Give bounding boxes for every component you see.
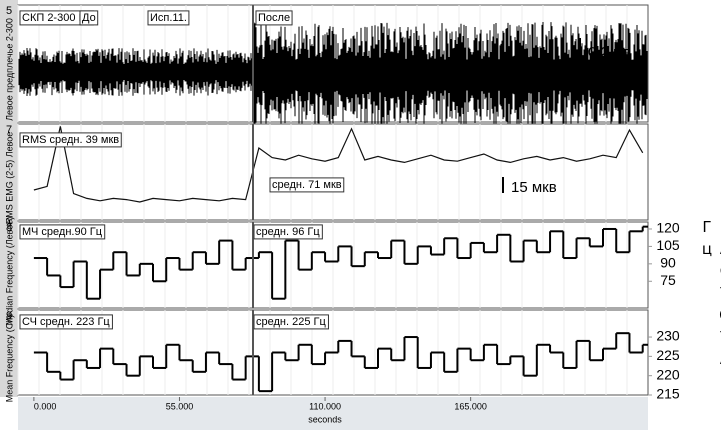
label-box xyxy=(147,10,190,26)
label-box xyxy=(19,314,113,330)
channel-label: Левое предплечье 2-300 xyxy=(4,18,14,121)
label-box xyxy=(253,314,329,330)
y-tick-label: 215 xyxy=(656,386,680,402)
y-tick-label: 120 xyxy=(656,220,680,236)
scale-label: 15 мкв xyxy=(511,179,557,196)
label-box xyxy=(19,224,106,240)
y-tick-label: 90 xyxy=(660,255,676,271)
side-strip xyxy=(0,0,18,397)
y-tick-label: 225 xyxy=(656,347,680,363)
x-tick-label: 0.000 xyxy=(34,401,57,411)
channel-number: 5 xyxy=(6,5,12,17)
label-box xyxy=(19,132,122,148)
channel-number: 7 xyxy=(6,124,12,136)
channel-label: Mean Frequency (Ch) xyxy=(4,315,14,403)
annotation: После xyxy=(258,12,290,24)
y-tick-label: 230 xyxy=(656,328,680,344)
annotation: До xyxy=(82,12,96,24)
rms-line xyxy=(33,126,644,203)
scale-label: 0.2 мв xyxy=(588,44,631,61)
label-box xyxy=(255,10,293,26)
annotation: средн. 96 Гц xyxy=(256,226,320,238)
annotation: средн. 225 Гц xyxy=(256,316,326,328)
annotation: Исп.11. xyxy=(150,12,187,24)
annotation: СЧ средн. 223 Гц xyxy=(22,316,110,328)
channel-number: 8 xyxy=(6,222,12,234)
label-box xyxy=(269,177,345,193)
channel-label: RMS EMG (2-5) Левое xyxy=(4,132,14,225)
annotation: средн. 71 мкв xyxy=(272,179,342,191)
label-box xyxy=(253,224,323,240)
y-tick-label: 105 xyxy=(656,237,680,253)
annotation: СКП 2-300 Гц xyxy=(22,12,91,24)
x-tick-label: 55.000 xyxy=(166,401,194,411)
right-axis-label: ЧАСТОТА, Гц xyxy=(698,218,721,394)
annotation: МЧ средн.90 Гц xyxy=(22,226,103,238)
x-tick-label: 165.000 xyxy=(454,401,487,411)
raw-signal xyxy=(18,22,648,128)
y-tick-label: 75 xyxy=(660,272,676,288)
annotation: RMS средн. 39 мкв xyxy=(22,134,119,146)
y-tick-label: 220 xyxy=(656,366,680,382)
x-axis-bg xyxy=(18,397,648,430)
x-tick-label: 110.000 xyxy=(309,401,341,411)
channel-label: Median Frequency (Левое) xyxy=(4,217,14,326)
channel-number: 9 xyxy=(6,310,12,322)
label-box xyxy=(79,10,99,26)
x-axis-label: seconds xyxy=(308,414,342,424)
